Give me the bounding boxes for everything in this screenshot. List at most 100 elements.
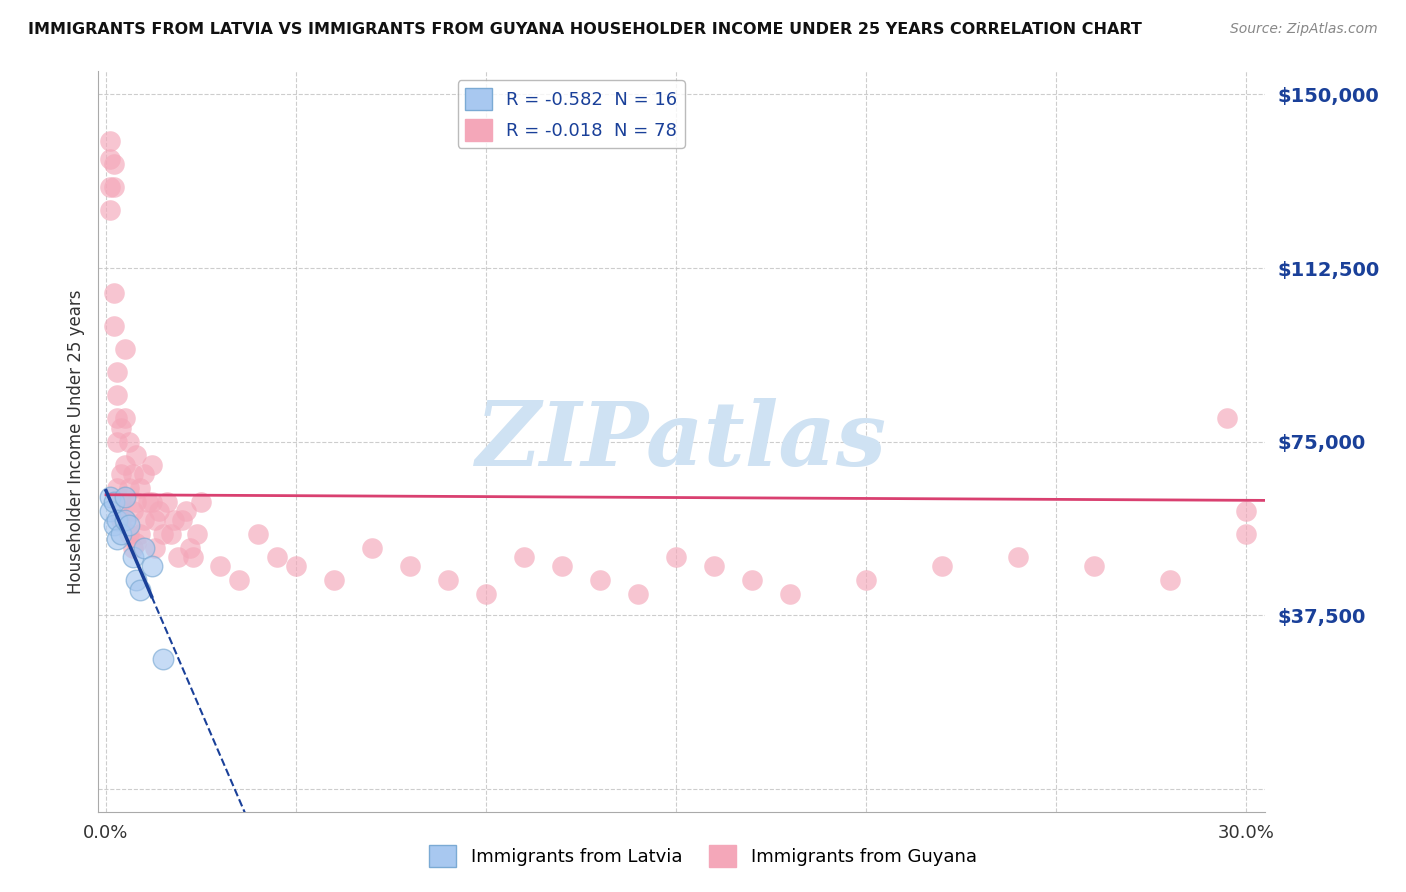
Point: [247, 527, 270, 541]
Point: [103, 286, 125, 301]
Point: [627, 587, 650, 601]
Point: [98, 134, 121, 148]
Point: [159, 527, 181, 541]
Point: [110, 420, 132, 434]
Point: [779, 587, 801, 601]
Text: ZIPatlas: ZIPatlas: [477, 399, 887, 484]
Point: [121, 467, 143, 481]
Point: [132, 467, 155, 481]
Point: [186, 527, 208, 541]
Point: [266, 550, 288, 565]
Point: [103, 180, 125, 194]
Point: [110, 467, 132, 481]
Point: [103, 318, 125, 333]
Point: [703, 559, 725, 574]
Point: [125, 449, 148, 463]
Point: [107, 513, 129, 527]
Point: [1216, 411, 1239, 425]
Point: [125, 536, 148, 550]
Point: [167, 550, 190, 565]
Point: [1234, 504, 1257, 518]
Point: [163, 513, 186, 527]
Legend: R = -0.582  N = 16, R = -0.018  N = 78: R = -0.582 N = 16, R = -0.018 N = 78: [457, 80, 685, 148]
Point: [114, 411, 136, 425]
Point: [98, 203, 121, 218]
Point: [98, 153, 121, 167]
Point: [114, 490, 136, 504]
Point: [132, 513, 155, 527]
Point: [114, 458, 136, 472]
Point: [855, 574, 877, 588]
Point: [551, 559, 574, 574]
Point: [107, 532, 129, 546]
Point: [170, 513, 193, 527]
Point: [1007, 550, 1029, 565]
Point: [589, 574, 612, 588]
Point: [98, 504, 121, 518]
Point: [152, 527, 174, 541]
Point: [129, 481, 152, 495]
Point: [361, 541, 384, 555]
Point: [103, 494, 125, 508]
Point: [129, 582, 152, 597]
Point: [129, 527, 152, 541]
Point: [107, 411, 129, 425]
Point: [931, 559, 953, 574]
Point: [107, 434, 129, 449]
Point: [1234, 527, 1257, 541]
Point: [183, 550, 205, 565]
Point: [209, 559, 232, 574]
Point: [475, 587, 498, 601]
Point: [121, 504, 143, 518]
Point: [107, 365, 129, 379]
Point: [98, 180, 121, 194]
Point: [513, 550, 536, 565]
Point: [156, 494, 179, 508]
Point: [125, 574, 148, 588]
Point: [437, 574, 460, 588]
Point: [190, 494, 212, 508]
Point: [121, 541, 143, 555]
Y-axis label: Householder Income Under 25 years: Householder Income Under 25 years: [66, 289, 84, 594]
Point: [145, 513, 167, 527]
Point: [179, 541, 201, 555]
Point: [118, 527, 141, 541]
Point: [114, 342, 136, 356]
Point: [110, 494, 132, 508]
Point: [228, 574, 250, 588]
Point: [399, 559, 422, 574]
Point: [148, 504, 170, 518]
Legend: Immigrants from Latvia, Immigrants from Guyana: Immigrants from Latvia, Immigrants from …: [422, 838, 984, 874]
Point: [125, 494, 148, 508]
Point: [174, 504, 197, 518]
Point: [110, 513, 132, 527]
Point: [107, 481, 129, 495]
Point: [323, 574, 346, 588]
Point: [118, 434, 141, 449]
Point: [1083, 559, 1105, 574]
Point: [141, 458, 163, 472]
Point: [665, 550, 688, 565]
Point: [107, 388, 129, 402]
Point: [98, 490, 121, 504]
Point: [152, 652, 174, 666]
Point: [741, 574, 763, 588]
Point: [145, 541, 167, 555]
Point: [103, 157, 125, 171]
Point: [114, 513, 136, 527]
Point: [1159, 574, 1181, 588]
Point: [285, 559, 308, 574]
Point: [121, 550, 143, 565]
Point: [114, 490, 136, 504]
Text: IMMIGRANTS FROM LATVIA VS IMMIGRANTS FROM GUYANA HOUSEHOLDER INCOME UNDER 25 YEA: IMMIGRANTS FROM LATVIA VS IMMIGRANTS FRO…: [28, 22, 1142, 37]
Point: [141, 559, 163, 574]
Point: [136, 494, 159, 508]
Point: [114, 513, 136, 527]
Point: [110, 527, 132, 541]
Point: [132, 541, 155, 555]
Point: [118, 517, 141, 532]
Point: [141, 494, 163, 508]
Text: Source: ZipAtlas.com: Source: ZipAtlas.com: [1230, 22, 1378, 37]
Point: [103, 517, 125, 532]
Point: [118, 481, 141, 495]
